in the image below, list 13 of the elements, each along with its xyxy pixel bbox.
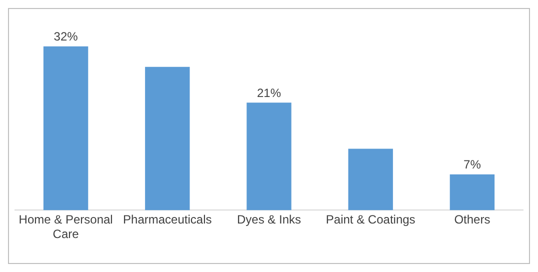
bar (450, 174, 495, 210)
data-label: 21% (256, 86, 282, 100)
bar (246, 102, 292, 210)
data-label: 7% (464, 158, 482, 172)
data-label: 32% (54, 30, 78, 44)
x-tick-label: Others (454, 212, 490, 227)
bar (43, 46, 88, 210)
x-tick-label: Dyes & Inks (236, 212, 302, 227)
x-tick-label: Paint & Coatings (326, 212, 416, 227)
bar (145, 66, 190, 210)
x-tick-label: Pharmaceuticals (123, 212, 212, 227)
bar (348, 148, 393, 210)
x-tick-label: Home & Personal Care (18, 212, 113, 242)
